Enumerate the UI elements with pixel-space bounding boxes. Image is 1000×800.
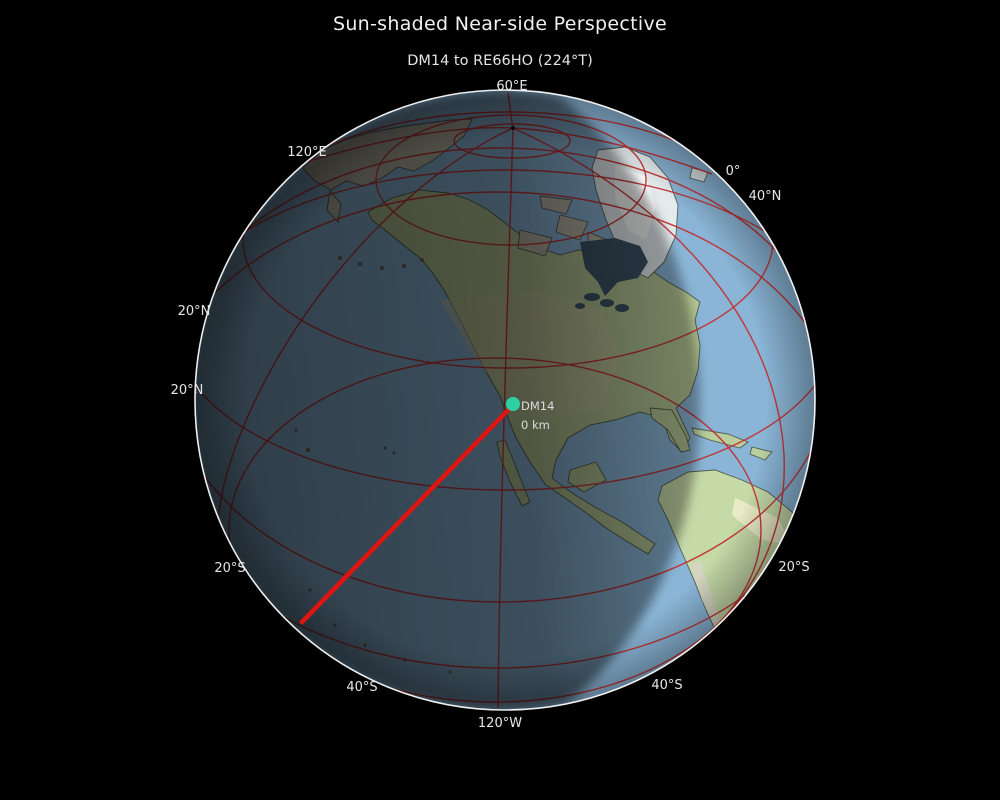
graticule-label-20degN: 20°N [171,383,204,398]
figure-subtitle: DM14 to RE66HO (224°T) [407,53,593,69]
graticule-label-0deg: 0° [726,164,741,179]
limb-shading [195,90,815,710]
graticule-label-40degN: 40°N [749,189,782,204]
graticule-labels: 60°E 120°E 0° 40°N 20°N 20°N 20°S 20°S 40°S 40°S 1… [171,79,810,731]
graticule-label-40degS: 40°S [346,680,377,695]
route-start-marker [506,397,520,411]
marker-label: DM14 [521,399,554,413]
route-line [299,402,516,625]
graticule-label-40degS: 40°S [651,678,682,693]
graticule-label-60degE: 60°E [496,79,527,94]
graticule-label-120degW: 120°W [478,716,522,731]
graticule-label-20degS: 20°S [214,561,245,576]
marker-distance-label: 0 km [521,418,550,432]
graticule-label-20degN: 20°N [178,304,211,319]
limb-rim [194,89,816,711]
graticule-label-20degS: 20°S [778,560,809,575]
graticule-label-120degE: 120°E [287,145,327,160]
figure-title: Sun-shaded Near-side Perspective [332,13,668,35]
